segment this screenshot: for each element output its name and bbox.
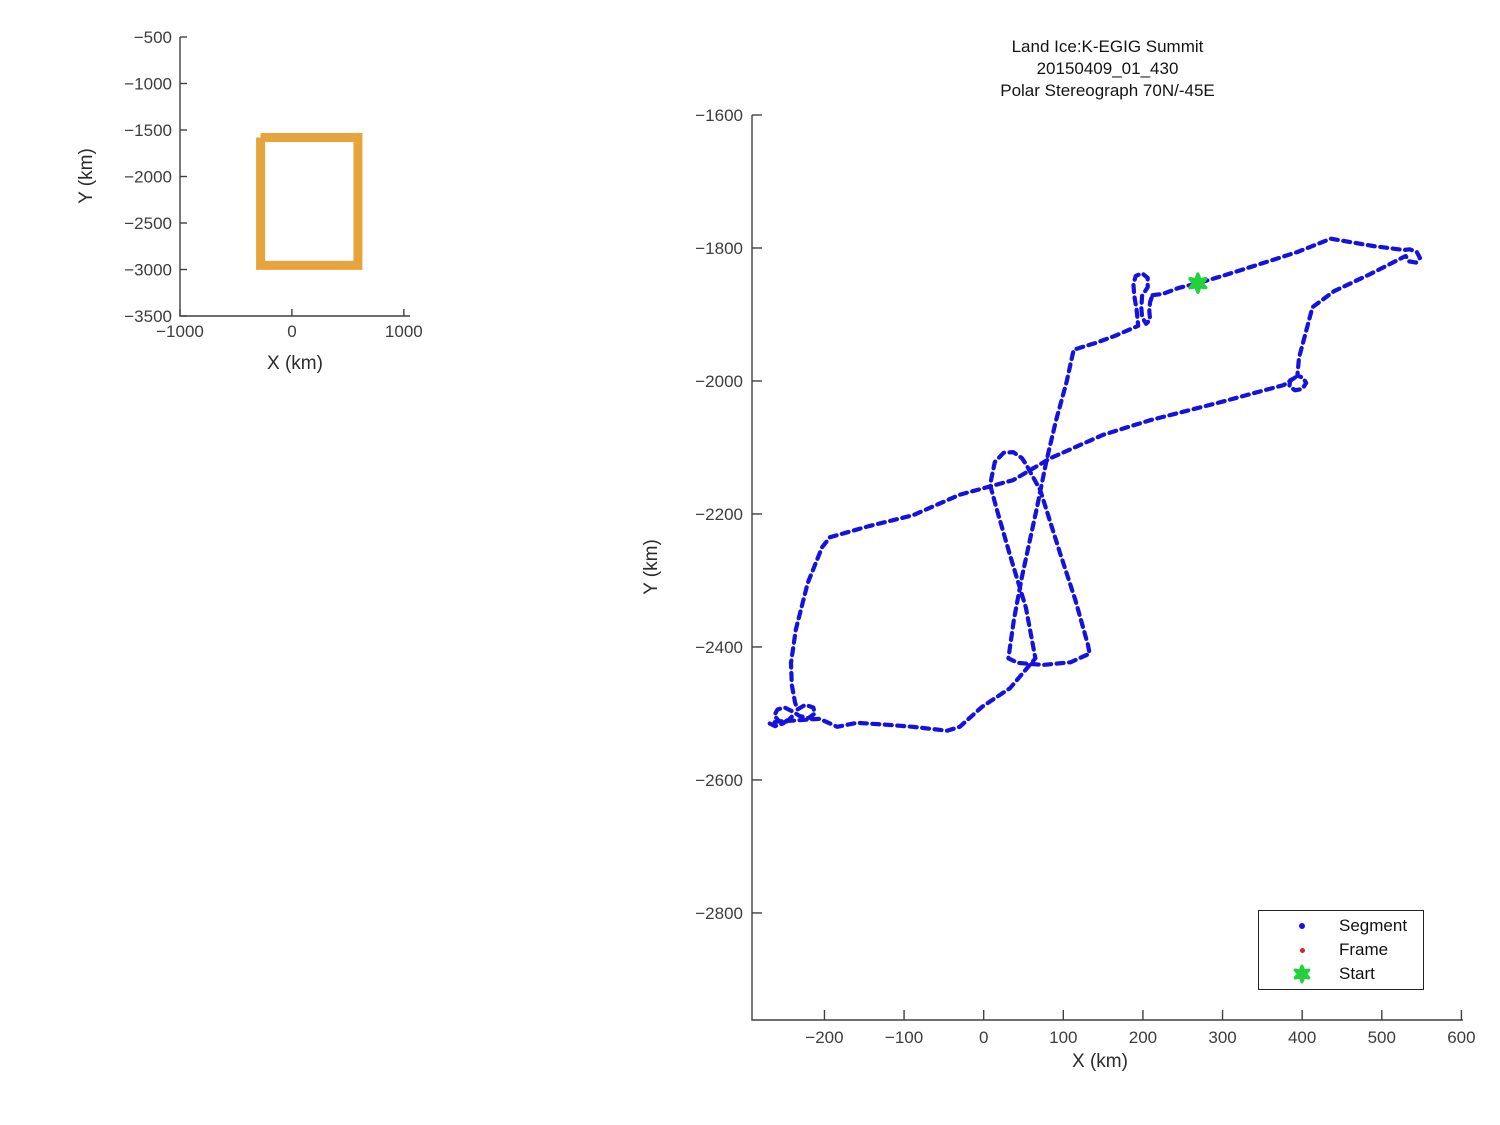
trajectory-x-tick-label: 400 bbox=[1288, 1028, 1316, 1047]
trajectory-x-tick-label: 300 bbox=[1208, 1028, 1236, 1047]
segment-marker-icon bbox=[1289, 923, 1315, 929]
overview-y-tick-label: −3000 bbox=[124, 261, 172, 280]
legend-row-segment: Segment bbox=[1259, 914, 1423, 938]
trajectory-y-axis-label: Y (km) bbox=[641, 539, 662, 595]
trajectory-y-tick-label: −1800 bbox=[695, 239, 743, 258]
trajectory-x-tick-label: −200 bbox=[805, 1028, 843, 1047]
trajectory-x-tick-label: 0 bbox=[979, 1028, 988, 1047]
legend-label-frame: Frame bbox=[1339, 940, 1389, 959]
trajectory-axes bbox=[751, 115, 1463, 1021]
title-line-2: 20150409_01_430 bbox=[1036, 59, 1179, 78]
trajectory-y-tick-label: −2000 bbox=[695, 372, 743, 391]
overview-axes bbox=[179, 37, 410, 317]
legend-row-start: Start bbox=[1259, 962, 1423, 986]
trajectory-x-tick-label: 600 bbox=[1447, 1028, 1475, 1047]
trajectory-y-tick-label: −2600 bbox=[695, 771, 743, 790]
overview-y-tick-label: −1000 bbox=[124, 75, 172, 94]
trajectory-x-tick-label: 200 bbox=[1129, 1028, 1157, 1047]
overview-y-tick-label: −2000 bbox=[124, 168, 172, 187]
overview-y-tick-label: −1500 bbox=[124, 121, 172, 140]
overview-x-tick-label: 0 bbox=[287, 322, 296, 341]
start-marker-icon bbox=[1289, 964, 1315, 984]
trajectory-y-tick-label: −2800 bbox=[695, 904, 743, 923]
trajectory-y-tick-label: −1600 bbox=[695, 106, 743, 125]
trajectory-y-tick-label: −2400 bbox=[695, 638, 743, 657]
overview-y-tick-label: −3500 bbox=[124, 307, 172, 326]
title-line-1: Land Ice:K-EGIG Summit bbox=[1011, 37, 1204, 56]
overview-x-tick-label: −1000 bbox=[156, 322, 204, 341]
trajectory-x-tick-label: −100 bbox=[885, 1028, 923, 1047]
overview-x-axis-label: X (km) bbox=[267, 353, 323, 374]
overview-y-axis-label: Y (km) bbox=[76, 148, 97, 204]
flight-path-segments bbox=[767, 236, 1423, 733]
trajectory-x-tick-label: 500 bbox=[1368, 1028, 1396, 1047]
trajectory-y-tick-label: −2200 bbox=[695, 505, 743, 524]
start-marker bbox=[1188, 272, 1208, 294]
overview-y-tick-label: −500 bbox=[134, 28, 172, 47]
trajectory-x-tick-label: 100 bbox=[1049, 1028, 1077, 1047]
legend-row-frame: Frame bbox=[1259, 938, 1423, 962]
title-line-3: Polar Stereograph 70N/-45E bbox=[1000, 81, 1215, 100]
coverage-extent-rect bbox=[256, 132, 363, 270]
frame-marker-icon bbox=[1289, 947, 1315, 953]
legend: Segment Frame Start bbox=[1258, 910, 1424, 990]
trajectory-plot-title: Land Ice:K-EGIG Summit 20150409_01_430 P… bbox=[752, 36, 1463, 102]
legend-label-start: Start bbox=[1339, 964, 1375, 983]
trajectory-x-axis-label: X (km) bbox=[1072, 1051, 1128, 1072]
overview-x-tick-label: 1000 bbox=[385, 322, 423, 341]
overview-y-tick-label: −2500 bbox=[124, 214, 172, 233]
legend-label-segment: Segment bbox=[1339, 916, 1408, 935]
